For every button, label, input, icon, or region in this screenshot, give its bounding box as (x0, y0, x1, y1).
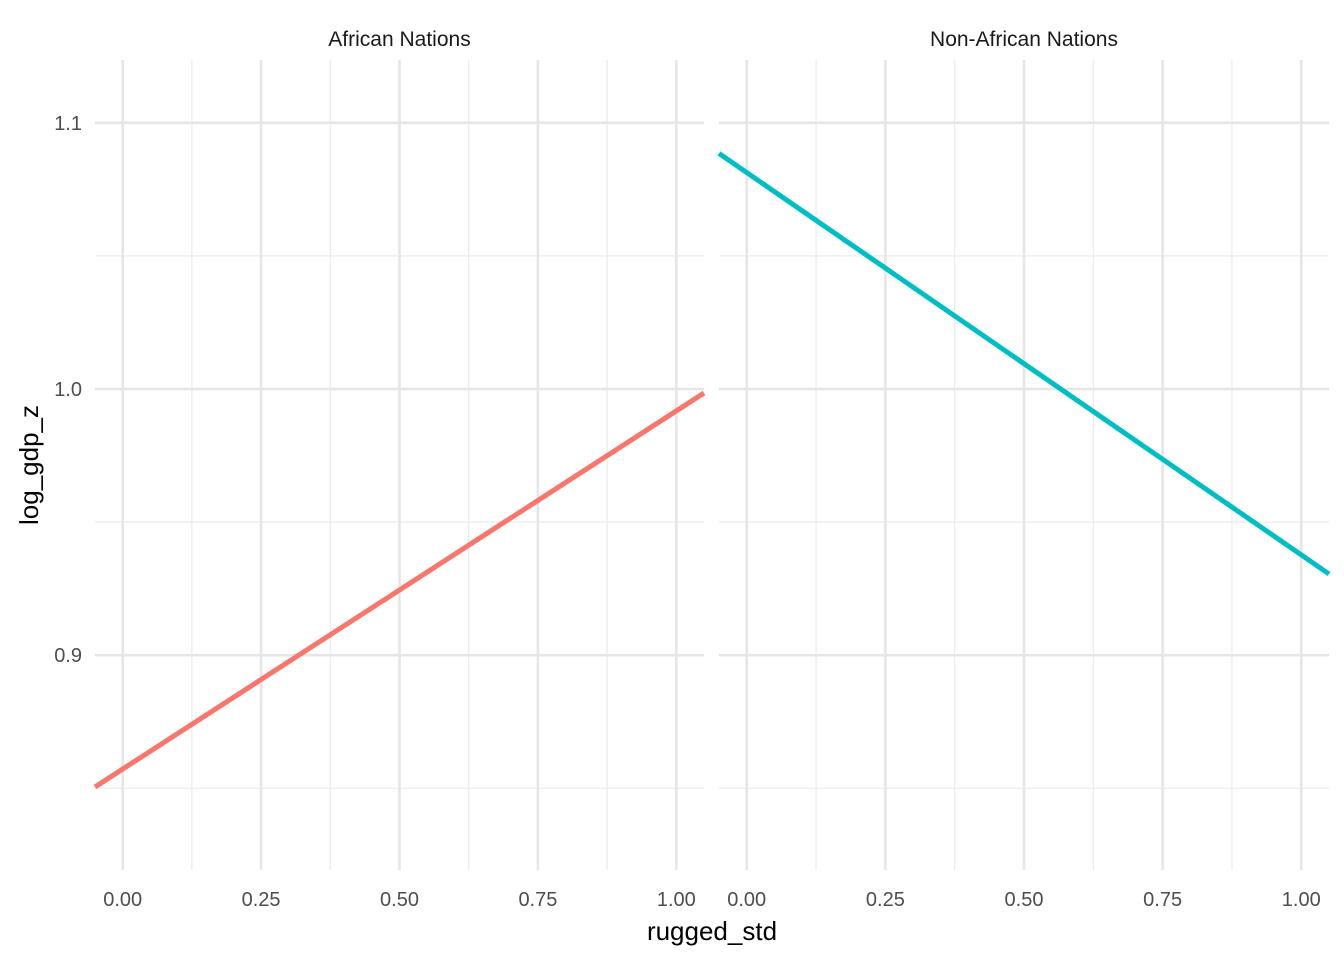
y-tick-label: 1.0 (54, 379, 82, 401)
x-tick-label: 0.75 (1143, 889, 1182, 911)
x-tick-label: 0.75 (518, 889, 557, 911)
strip-title-non-african: Non-African Nations (930, 28, 1118, 51)
series-non-african (717, 151, 1331, 577)
grid-african (95, 60, 704, 870)
x-tick-label: 1.00 (1282, 889, 1321, 911)
x-tick-label: 0.00 (103, 889, 142, 911)
x-tick-label: 0.25 (866, 889, 905, 911)
y-tick-labels: 0.9 1.0 1.1 (54, 113, 82, 667)
x-tick-label: 0.25 (242, 889, 281, 911)
panel-african: African Nations 0.00 0.25 0.50 0.75 1.00 (93, 28, 706, 911)
y-axis-title: log_gdp_z (14, 405, 44, 525)
x-tick-label: 0.50 (1005, 889, 1044, 911)
series-line (93, 390, 706, 790)
x-tick-labels-african: 0.00 0.25 0.50 0.75 1.00 (103, 889, 696, 911)
grid-non-african (719, 60, 1329, 870)
x-axis-title: rugged_std (647, 916, 777, 946)
x-tick-labels-non-african: 0.00 0.25 0.50 0.75 1.00 (727, 889, 1320, 911)
panel-non-african: Non-African Nations 0.00 0.25 0.50 0.75 1.00 (717, 28, 1331, 911)
x-tick-label: 1.00 (657, 889, 696, 911)
y-tick-label: 1.1 (54, 113, 82, 135)
series-african (93, 390, 706, 790)
y-tick-label: 0.9 (54, 645, 82, 667)
series-line (717, 151, 1331, 577)
strip-title-african: African Nations (328, 28, 470, 51)
x-tick-label: 0.00 (727, 889, 766, 911)
x-tick-label: 0.50 (380, 889, 419, 911)
